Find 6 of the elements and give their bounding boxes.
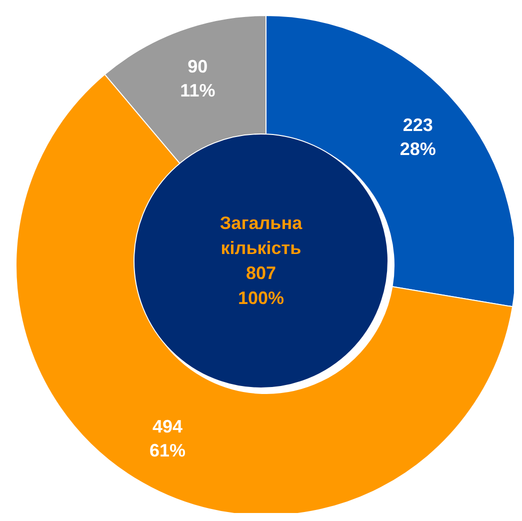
text: 807: [244, 262, 278, 284]
data-label: 494 61%: [149, 416, 186, 460]
text: Загальна кількість: [218, 212, 304, 260]
text: 100%: [236, 286, 286, 310]
data-label: 90 11%: [180, 56, 216, 101]
data-label: 223 28%: [400, 114, 436, 159]
